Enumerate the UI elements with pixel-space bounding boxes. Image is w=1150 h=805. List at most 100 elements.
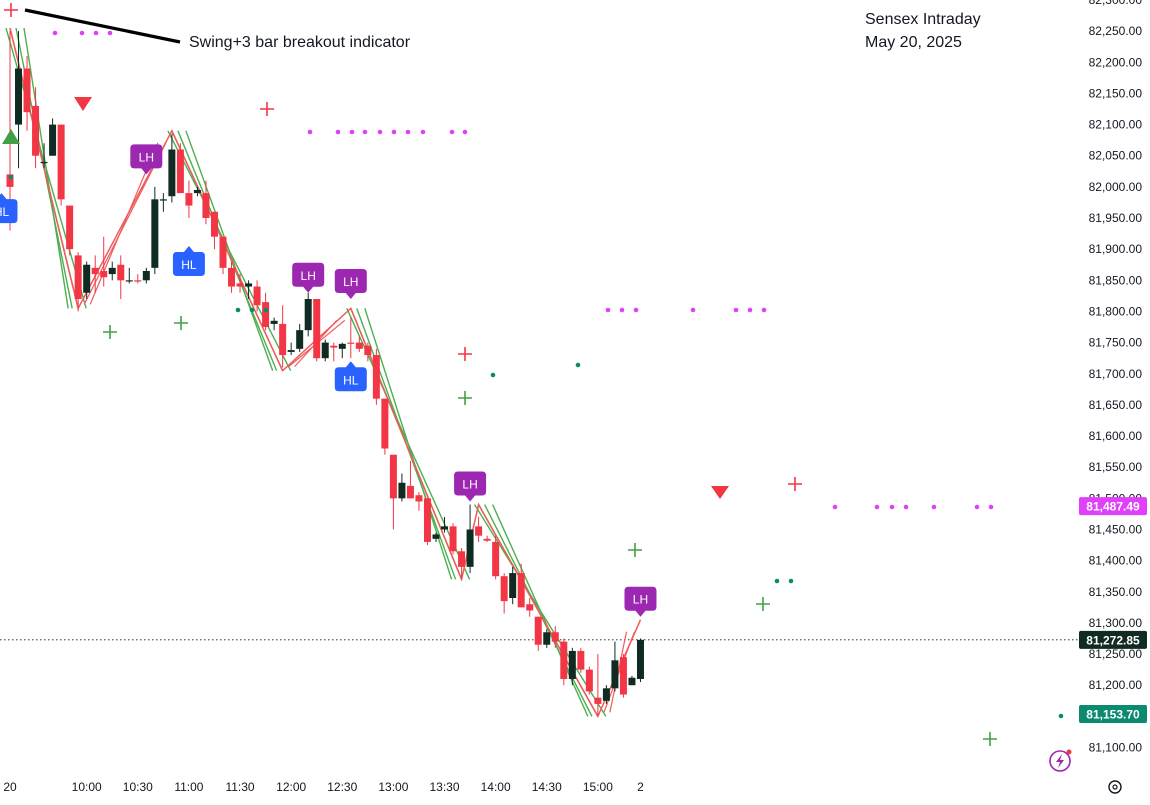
label-badge-text: LH: [343, 275, 358, 289]
breakout-level-dot: [733, 307, 739, 313]
label-badge-text: HL: [343, 373, 359, 387]
y-tick-label: 82,050.00: [1089, 149, 1143, 163]
y-tick-label: 81,200.00: [1089, 678, 1143, 692]
y-tick-label: 81,600.00: [1089, 429, 1143, 443]
channel-line-1-3: [167, 130, 292, 371]
breakout-level-dot: [974, 504, 980, 510]
breakout-level-dot: [761, 307, 767, 313]
lightning-icon-ring: [1049, 750, 1071, 772]
gear-icon-inner: [1112, 784, 1118, 790]
x-tick-label: 13:30: [430, 780, 460, 794]
candle-body-09:55: [74, 255, 82, 299]
y-tick-label: 81,750.00: [1089, 336, 1143, 350]
breakout-level-dot: [605, 307, 611, 313]
swing-high-plus-marker: [4, 3, 18, 17]
higher-low-label: HL: [334, 361, 367, 392]
lower-high-label: LH: [292, 262, 325, 293]
candle-body-12:20: [321, 342, 329, 359]
x-tick-label: 11:30: [225, 780, 254, 794]
candle-body-13:20: [423, 498, 431, 542]
candle-body-14:30: [543, 632, 551, 645]
label-badge-text: LH: [462, 477, 477, 491]
y-tick-label: 82,000.00: [1089, 180, 1143, 194]
candle-body-13:00: [389, 454, 397, 499]
y-tick-label: 81,350.00: [1089, 585, 1143, 599]
swing-low-plus-marker: [983, 732, 997, 746]
lower-high-label: LH: [130, 144, 163, 175]
candle-body-13:45: [466, 529, 474, 567]
support-level-dot: [774, 578, 780, 584]
y-tick-label: 81,800.00: [1089, 304, 1143, 318]
breakout-level-dot: [349, 129, 355, 135]
channel-line-3-3: [474, 504, 607, 717]
breakout-level-dot: [449, 129, 455, 135]
price-tag: 81,153.70: [1079, 705, 1147, 724]
candle-body-09:45: [57, 124, 65, 200]
breakout-level-dot: [832, 504, 838, 510]
candle-body-12:15: [313, 299, 321, 359]
y-tick-label: 81,950.00: [1089, 211, 1143, 225]
breakout-level-dot: [52, 30, 58, 36]
support-level-dot: [788, 578, 794, 584]
support-level-dot: [263, 307, 269, 313]
x-tick-label: 2: [637, 780, 644, 794]
price-tag: 81,272.85: [1079, 630, 1147, 649]
price-tag-text: 81,487.49: [1086, 500, 1140, 514]
x-tick-label: 11:00: [174, 780, 203, 794]
candle-body-11:45: [262, 302, 270, 328]
candle-body-10:40: [151, 199, 159, 268]
swing-line: [9, 27, 642, 719]
candle-body-13:35: [449, 526, 457, 552]
candle-body-14:20: [526, 604, 534, 611]
candle-body-11:15: [210, 211, 218, 237]
candle-body-15:05: [602, 688, 610, 701]
lightning-icon-bolt: [1056, 754, 1064, 768]
candle-body-14:45: [568, 650, 576, 679]
support-level-dot: [1058, 713, 1064, 719]
label-badge-shape: [172, 246, 205, 277]
breakout-level-dot: [79, 30, 85, 36]
candle-body-10:20: [117, 264, 125, 281]
candle-body-14:50: [577, 650, 585, 670]
label-badge-shape: [454, 471, 487, 502]
label-badge-shape: [0, 193, 18, 224]
y-tick-label: 81,900.00: [1089, 242, 1143, 256]
candle-body-14:05: [500, 576, 508, 602]
x-tick-label: 14:30: [532, 780, 562, 794]
swing-high-plus-marker: [458, 347, 472, 361]
higher-low-label: HL: [0, 193, 18, 224]
price-tag: 81,487.49: [1079, 497, 1147, 516]
candle-body-12:25: [330, 345, 338, 348]
breakout-level-dot: [988, 504, 994, 510]
candle-body-14:10: [509, 573, 517, 598]
candle-body-13:10: [406, 485, 414, 499]
label-badge-shape: [334, 361, 367, 392]
candle-body-12:45: [364, 345, 372, 356]
swing-low-plus-marker: [174, 316, 188, 330]
candle-body-12:35: [347, 342, 355, 344]
candle-body-12:50: [372, 355, 380, 399]
candle-body-11:20: [219, 236, 227, 268]
label-badge-text: LH: [139, 150, 154, 164]
sell-triangle-marker: [74, 97, 92, 111]
chart-title-line1: Sensex Intraday: [865, 11, 981, 28]
candle-body-09:50: [66, 205, 74, 250]
candle-body-10:10: [100, 270, 108, 278]
gear-icon[interactable]: [1108, 780, 1122, 794]
candle-body-09:20: [15, 68, 23, 125]
breakout-level-dot: [335, 129, 341, 135]
breakout-level-dot: [377, 129, 383, 135]
swing-low-plus-marker: [756, 597, 770, 611]
candle-body-10:30: [134, 280, 142, 282]
y-tick-label: 81,250.00: [1089, 647, 1143, 661]
candle-body-10:55: [176, 149, 184, 194]
candle-body-10:50: [168, 149, 176, 197]
x-tick-label: 13:00: [378, 780, 408, 794]
higher-low-label: HL: [172, 246, 205, 277]
lightning-icon[interactable]: [1049, 749, 1072, 772]
candle-body-11:35: [245, 283, 253, 287]
x-tick-label: 10:00: [72, 780, 102, 794]
label-badge-text: LH: [633, 593, 648, 607]
